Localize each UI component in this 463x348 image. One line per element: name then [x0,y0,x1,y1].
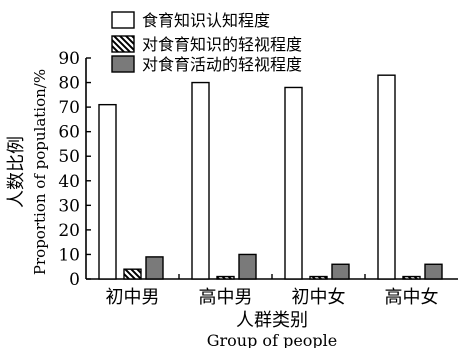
y-tick-label: 0 [69,270,80,290]
bar-series2-1 [123,268,142,280]
x-axis-title: 人群类别 [236,310,308,331]
y-tick-label: 20 [58,221,80,241]
bar-series3-4 [424,263,443,280]
x-axis-title-en: Group of people [207,331,338,348]
legend-label-2: 对食育知识的轻视程度 [142,35,302,54]
bar-series1-3 [284,86,303,280]
bar-series3-1 [145,256,164,280]
bar-series2-4 [402,275,421,280]
y-tick-label: 10 [58,245,80,265]
y-tick-label: 40 [58,172,80,192]
y-axis-ticks: 0 10 20 30 40 50 60 70 80 90 [58,49,91,290]
bars [98,74,443,280]
y-tick-label: 60 [58,123,80,143]
legend-swatch-3 [111,55,135,73]
x-axis-ticks: 初中男 高中男 初中女 高中女 [106,274,439,308]
y-tick-label: 80 [58,74,80,94]
legend-item-2: 对食育知识的轻视程度 [111,35,302,54]
bar-series3-3 [331,263,350,280]
y-tick-label: 90 [58,49,80,69]
legend-item-1: 食育知识认知程度 [111,11,270,30]
legend-swatch-1 [111,11,135,29]
y-axis-title-en: Proportion of population/% [31,69,49,275]
bar-series1-4 [377,74,396,280]
bar-series1-2 [191,81,210,280]
bar-series3-2 [238,253,257,280]
x-tick-label: 高中男 [199,287,253,308]
legend-label-3: 对食育活动的轻视程度 [142,55,302,74]
legend-swatch-2 [111,35,135,53]
x-tick-label: 初中男 [106,287,160,308]
legend: 食育知识认知程度 对食育知识的轻视程度 对食育活动的轻视程度 [111,11,302,74]
bar-series1-1 [98,103,117,280]
bar-series2-3 [309,275,328,280]
legend-label-1: 食育知识认知程度 [142,11,270,30]
y-tick-label: 30 [58,196,80,216]
x-tick-label: 初中女 [292,287,346,308]
y-axis-title: 人数比例 [6,136,27,208]
bar-series2-2 [216,275,235,280]
legend-item-3: 对食育活动的轻视程度 [111,55,302,74]
x-tick-label: 高中女 [385,287,439,308]
y-tick-label: 50 [58,147,80,167]
y-tick-label: 70 [58,98,80,118]
